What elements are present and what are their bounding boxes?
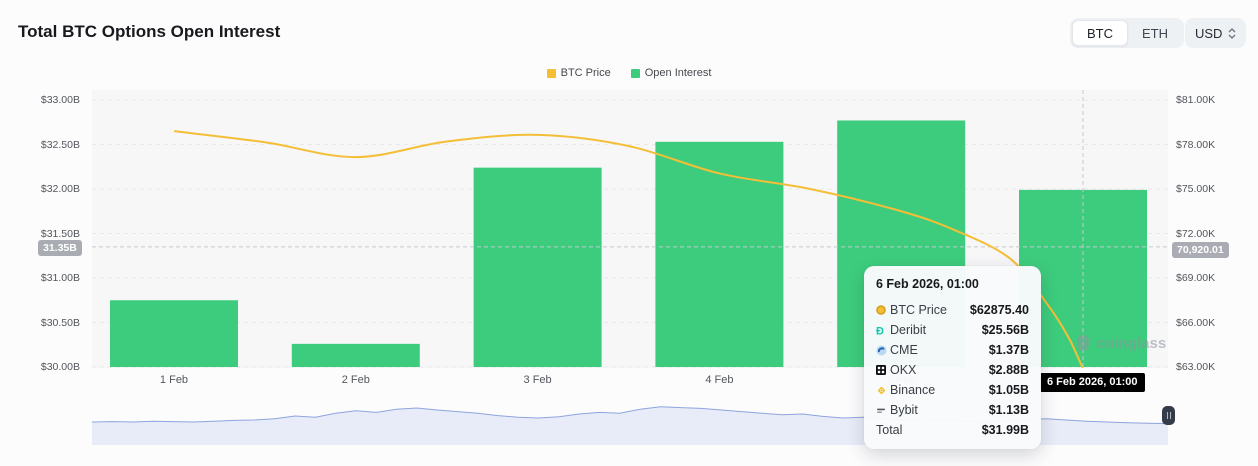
tooltip-row-value: $62875.40: [969, 303, 1029, 317]
y-axis-tick-right: $81.00K: [1176, 94, 1216, 106]
tooltip-row-label: CME: [890, 343, 918, 357]
tooltip-row-label: Total: [876, 423, 903, 437]
tooltip-row-label: Bybit: [890, 403, 918, 417]
tooltip-row-value: $1.05B: [988, 383, 1029, 397]
y-axis-tick-right: $63.00K: [1176, 361, 1216, 373]
tooltip-row-cme: CME $1.37B: [876, 340, 1029, 360]
page-title: Total BTC Options Open Interest: [18, 22, 281, 41]
cme-icon: [876, 345, 890, 356]
open-interest-bar[interactable]: [110, 300, 238, 367]
tooltip-row-label: Deribit: [890, 323, 927, 337]
tooltip-row-btc-price: BTC Price $62875.40: [876, 300, 1029, 320]
y-axis-tick-left: $30.00B: [40, 361, 80, 373]
coin-toggle: BTC ETH: [1070, 18, 1184, 48]
y-axis-tick-right: $69.00K: [1176, 272, 1216, 284]
svg-text:Ð: Ð: [876, 325, 884, 336]
currency-select[interactable]: USD: [1185, 18, 1247, 48]
open-interest-bar[interactable]: [473, 167, 602, 367]
legend-swatch-icon: [630, 68, 640, 78]
open-interest-bar[interactable]: [291, 343, 420, 367]
legend-item-btc-price[interactable]: BTC Price: [546, 67, 611, 79]
navigator-handle-icon[interactable]: [1162, 406, 1175, 425]
y-axis-tick-right: $78.00K: [1176, 138, 1216, 151]
y-axis-tick-right: $75.00K: [1176, 183, 1216, 195]
tooltip-title: 6 Feb 2026, 01:00: [876, 277, 979, 291]
y-axis-tick-left: $32.00B: [40, 183, 80, 195]
legend-swatch-icon: [546, 68, 556, 78]
tooltip-row-total: Total $31.99B: [876, 420, 1029, 440]
coin-toggle-eth[interactable]: ETH: [1128, 20, 1182, 46]
binance-icon: [876, 385, 890, 396]
tooltip-row-value: $2.88B: [988, 363, 1029, 377]
okx-icon: [876, 365, 890, 375]
tooltip-row-binance: Binance $1.05B: [876, 380, 1029, 400]
y-axis-tick-right: $66.00K: [1176, 316, 1216, 329]
y-axis-tick-right: $72.00K: [1176, 227, 1216, 240]
x-axis-tick: 1 Feb: [159, 374, 189, 386]
x-axis-tick: 2 Feb: [341, 374, 370, 386]
bybit-icon: [876, 405, 890, 416]
y-axis-tick-left: $31.00B: [40, 272, 80, 284]
legend-label: BTC Price: [560, 67, 611, 79]
deribit-icon: Ð: [876, 325, 890, 336]
tooltip-row-value: $1.13B: [988, 403, 1029, 417]
y-axis-tick-left: $31.50B: [40, 227, 80, 240]
tooltip-row-value: $31.99B: [981, 423, 1029, 437]
tooltip-row-label: Binance: [890, 383, 936, 397]
tooltip-row-value: $1.37B: [988, 343, 1029, 357]
coin-toggle-btc[interactable]: BTC: [1072, 20, 1128, 46]
y-axis-tick-left: $30.50B: [40, 316, 80, 329]
legend-label: Open Interest: [644, 67, 712, 79]
currency-select-value: USD: [1195, 25, 1223, 41]
legend-item-open-interest[interactable]: Open Interest: [630, 67, 712, 79]
crosshair-left-badge: 31.35B: [38, 240, 82, 256]
tooltip-row-label: OKX: [890, 363, 917, 377]
open-interest-bar[interactable]: [655, 141, 784, 367]
tooltip-row-value: $25.56B: [981, 323, 1029, 337]
legend: BTC Price Open Interest: [0, 67, 1258, 79]
chart-tooltip: 6 Feb 2026, 01:00 BTC Price $62875.40 Ð Der…: [864, 266, 1041, 449]
y-axis-tick-left: $32.50B: [40, 138, 80, 151]
x-axis-tick: 4 Feb: [705, 374, 734, 386]
x-crosshair-date-label: 6 Feb 2026, 01:00: [1040, 373, 1145, 392]
btc-icon: [876, 305, 890, 315]
tooltip-row-deribit: Ð Deribit $25.56B: [876, 320, 1029, 340]
crosshair-right-badge: 70,920.01: [1172, 242, 1229, 258]
chevron-updown-icon: [1228, 27, 1236, 39]
tooltip-row-bybit: Bybit $1.13B: [876, 400, 1029, 420]
tooltip-row-label: BTC Price: [890, 303, 947, 317]
y-axis-tick-left: $33.00B: [40, 94, 80, 106]
tooltip-row-okx: OKX $2.88B: [876, 360, 1029, 380]
x-axis-tick: 3 Feb: [523, 374, 552, 386]
